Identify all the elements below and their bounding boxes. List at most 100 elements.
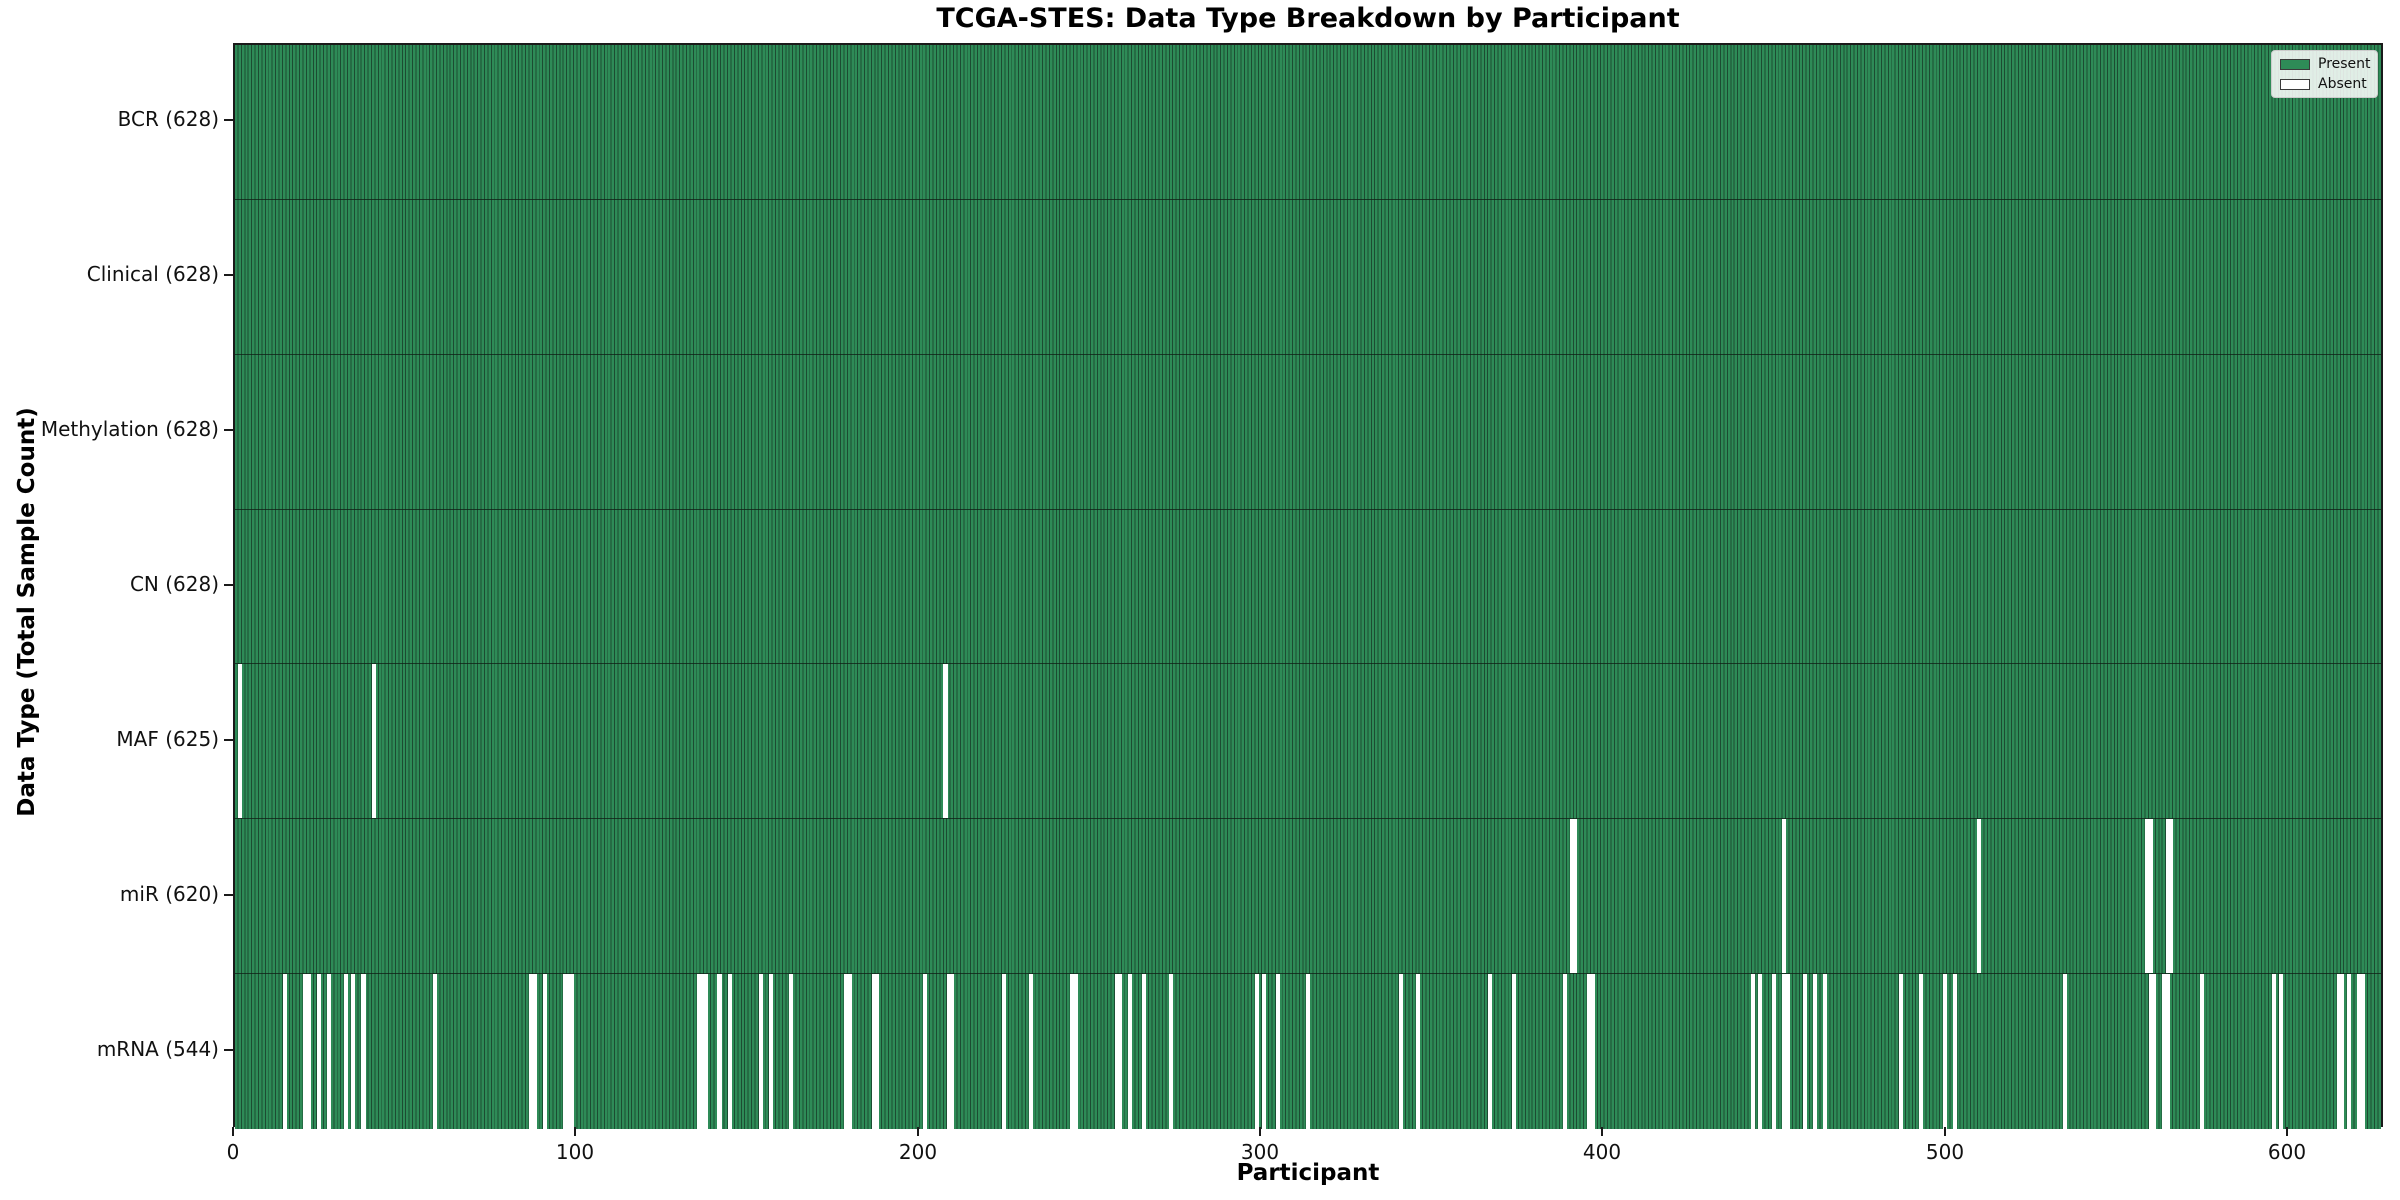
- absent-mark: [1573, 819, 1578, 974]
- absent-mark: [874, 974, 880, 1129]
- absent-mark: [1813, 974, 1818, 1129]
- absent-mark: [946, 974, 951, 1129]
- y-tick-mark: [224, 584, 233, 586]
- absent-mark: [1919, 974, 1924, 1129]
- x-tick-label: 600: [2267, 1140, 2307, 1164]
- absent-mark: [2199, 974, 2204, 1129]
- x-tick-mark: [1601, 1127, 1603, 1136]
- absent-mark: [2062, 974, 2068, 1129]
- x-tick-mark: [2286, 1127, 2288, 1136]
- absent-mark: [282, 974, 287, 1129]
- chart-title: TCGA-STES: Data Type Breakdown by Partic…: [936, 3, 1680, 34]
- absent-mark: [361, 974, 366, 1129]
- y-tick-label: mRNA (544): [96, 1037, 219, 1061]
- x-tick-mark: [1944, 1127, 1946, 1136]
- absent-mark: [2357, 974, 2362, 1129]
- y-tick-label: miR (620): [119, 882, 219, 906]
- absent-mark: [1029, 974, 1034, 1129]
- absent-mark: [789, 974, 794, 1129]
- absent-mark: [2360, 974, 2365, 1129]
- absent-mark: [1587, 974, 1592, 1129]
- legend-entry-absent: Absent: [2280, 76, 2369, 92]
- absent-mark: [327, 974, 332, 1129]
- y-tick-mark: [224, 1049, 233, 1051]
- absent-mark: [1590, 974, 1595, 1129]
- absent-mark: [717, 974, 722, 1129]
- x-tick-mark: [1259, 1127, 1261, 1136]
- absent-mark: [1275, 974, 1280, 1129]
- absent-mark: [844, 974, 849, 1129]
- absent-mark: [2151, 974, 2157, 1129]
- absent-mark: [238, 664, 243, 819]
- absent-mark: [542, 974, 547, 1129]
- absent-mark: [1898, 974, 1903, 1129]
- absent-mark: [1758, 974, 1763, 1129]
- absent-mark: [1953, 974, 1958, 1129]
- y-tick-mark: [224, 739, 233, 741]
- absent-mark: [1802, 974, 1807, 1129]
- absent-mark: [1511, 974, 1516, 1129]
- absent-mark: [758, 974, 763, 1129]
- absent-mark: [529, 974, 534, 1129]
- absent-mark: [1141, 974, 1147, 1129]
- absent-mark: [2336, 974, 2341, 1129]
- absent-mark: [2340, 974, 2345, 1129]
- absent-mark: [1073, 974, 1078, 1129]
- absent-mark: [1261, 974, 1266, 1129]
- x-tick-mark: [574, 1127, 576, 1136]
- absent-mark: [2271, 974, 2276, 1129]
- legend-entry-present: Present: [2280, 56, 2371, 72]
- legend-label-present: Present: [2318, 56, 2371, 72]
- absent-mark: [566, 974, 571, 1129]
- absent-mark: [1487, 974, 1492, 1129]
- absent-mark: [2145, 819, 2150, 974]
- y-tick-label: MAF (625): [116, 727, 219, 751]
- y-tick-mark: [224, 894, 233, 896]
- absent-mark: [2165, 974, 2170, 1129]
- row-methylation: [235, 354, 2381, 510]
- absent-mark: [1128, 974, 1133, 1129]
- absent-mark: [703, 974, 708, 1129]
- absent-mark: [371, 664, 376, 819]
- absent-mark: [316, 974, 322, 1129]
- row-maf: [235, 664, 2381, 820]
- legend-label-absent: Absent: [2318, 76, 2367, 92]
- absent-mark: [1070, 974, 1075, 1129]
- absent-mark: [2148, 819, 2153, 974]
- row-bcr: [235, 45, 2381, 200]
- absent-mark: [1118, 974, 1123, 1129]
- absent-mark: [1751, 974, 1756, 1129]
- absent-mark: [1943, 974, 1948, 1129]
- absent-mark: [2162, 974, 2167, 1129]
- absent-mark: [2347, 974, 2352, 1129]
- absent-mark: [1306, 974, 1311, 1129]
- absent-mark: [1782, 974, 1787, 1129]
- x-tick-mark: [232, 1127, 234, 1136]
- row-mir: [235, 819, 2381, 975]
- absent-mark: [847, 974, 852, 1129]
- absent-mark: [570, 974, 575, 1129]
- y-tick-mark: [224, 119, 233, 121]
- absent-mark: [922, 974, 927, 1129]
- y-tick-label: Methylation (628): [40, 417, 219, 441]
- absent-mark: [700, 974, 705, 1129]
- absent-mark: [1563, 974, 1568, 1129]
- row-mrna: [235, 974, 2381, 1129]
- y-tick-label: Clinical (628): [86, 262, 219, 286]
- x-tick-label: 200: [898, 1140, 938, 1164]
- y-tick-mark: [224, 274, 233, 276]
- absent-mark: [563, 974, 568, 1129]
- x-axis-label: Participant: [1236, 1160, 1380, 1186]
- absent-mark: [1001, 974, 1006, 1129]
- x-tick-label: 300: [1240, 1140, 1280, 1164]
- x-tick-mark: [917, 1127, 919, 1136]
- x-tick-label: 0: [226, 1140, 240, 1164]
- absent-mark: [1977, 819, 1982, 974]
- absent-mark: [532, 974, 537, 1129]
- x-tick-label: 100: [555, 1140, 595, 1164]
- absent-mark: [303, 974, 308, 1129]
- absent-mark: [1569, 819, 1575, 974]
- present-swatch-icon: [2280, 58, 2310, 70]
- absent-swatch-icon: [2280, 78, 2310, 90]
- x-tick-label: 400: [1582, 1140, 1622, 1164]
